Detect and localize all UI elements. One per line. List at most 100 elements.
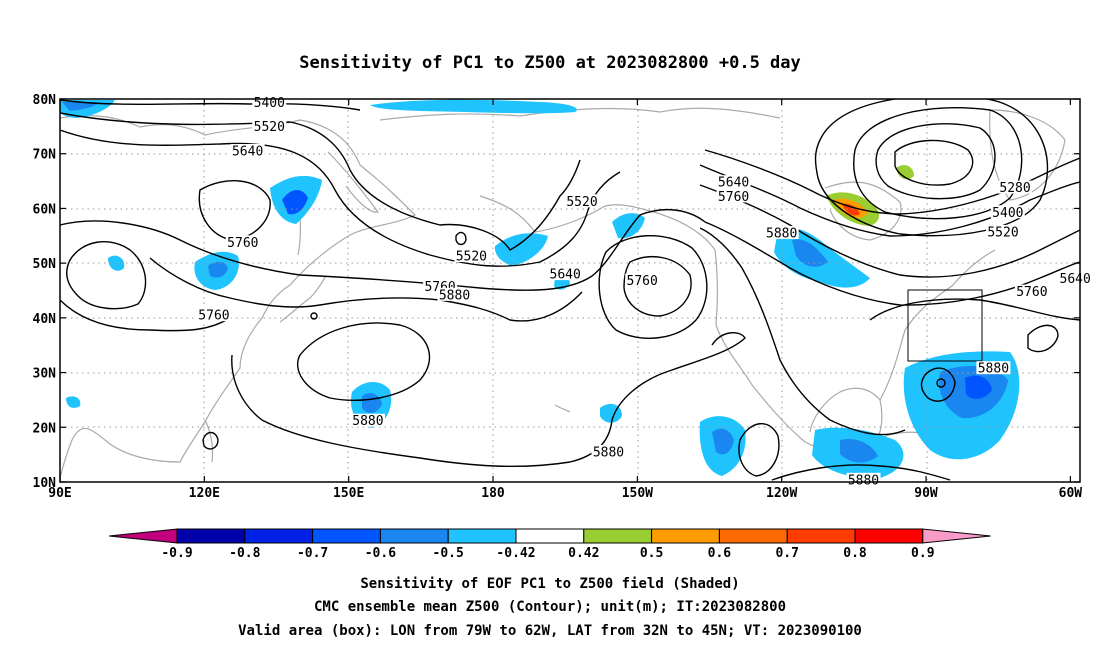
contour-5880-east (611, 332, 746, 421)
contour-label-text: 5880 (978, 362, 1009, 377)
caption-line-3: Valid area (box): LON from 79W to 62W, L… (238, 623, 862, 639)
colorbar-label: 0.9 (911, 546, 934, 561)
contour-label-text: 5880 (439, 288, 470, 303)
contour-label: 5640 (548, 267, 583, 283)
contour-label: 5760 (625, 273, 660, 289)
contour-label-text: 5520 (987, 225, 1018, 240)
x-tick-label: 180 (481, 486, 505, 501)
shade-pos-labrador-red (842, 203, 860, 216)
graticule (60, 99, 1080, 482)
contour-label: 5520 (986, 224, 1021, 240)
contour-label: 5760 (716, 189, 751, 205)
shade-hudson-core (792, 239, 828, 267)
colorbar-label: 0.7 (775, 546, 798, 561)
colorbar-label: -0.8 (229, 546, 260, 561)
colorbar-swatch (312, 528, 381, 544)
valid-area-box (907, 289, 983, 362)
shade-mexico-core (712, 428, 734, 455)
y-tick-label: 40N (33, 312, 57, 327)
contour-label: 5280 (998, 180, 1033, 196)
contour-5640-west (60, 129, 621, 267)
x-tick-label: 150W (622, 486, 653, 501)
contour-label: 5760 (225, 235, 260, 251)
contour-5880-caribbean (771, 464, 951, 481)
contour-bahamas-inner (936, 378, 946, 388)
colorbar-swatch (379, 528, 449, 544)
contour-label: 5880 (591, 444, 626, 460)
contour-label: 5760 (1014, 284, 1049, 300)
contour-5880-ridge (699, 227, 906, 436)
contour-5880-east-north (869, 298, 1080, 321)
contour-label: 5520 (252, 119, 287, 135)
x-tick-label: 90E (48, 486, 71, 501)
colorbar-swatch (583, 528, 653, 544)
colorbar-swatch (447, 528, 517, 544)
contour-label: 5640 (716, 175, 751, 191)
contour-label-bg (548, 267, 583, 281)
y-tick-label: 80N (33, 93, 57, 108)
contour-label-bg (986, 224, 1021, 238)
colorbar: -0.9 -0.8 -0.7 -0.6 -0.5 -0.42 0.42 0.5 0.6 0.7 0.… (109, 528, 991, 561)
contour-label: 5400 (252, 95, 287, 111)
colorbar-label: 0.42 (568, 546, 599, 561)
axis-ticks: 90E 120E 150E 180 150W 120W 90W 60W 80N 70N 60N 50N… (33, 93, 1083, 501)
contour-south-loop (66, 241, 147, 310)
shade-arctic-central (370, 99, 577, 114)
colorbar-swatch (786, 528, 856, 544)
contour-5400-east (704, 149, 1080, 215)
contour-label-bg (196, 308, 231, 322)
contour-label-text: 5640 (718, 176, 749, 191)
contour-label: 5520 (565, 194, 600, 210)
chart-title: Sensitivity of PC1 to Z500 at 2023082800… (299, 53, 801, 73)
contour-label: 5760 (196, 308, 231, 324)
contour-label-bg (350, 413, 385, 427)
contour-label-bg (230, 143, 265, 157)
contour-label-text: 5640 (1060, 272, 1091, 287)
contour-label-text: 5760 (627, 274, 658, 289)
contour-5640-east (699, 184, 1080, 278)
contour-label-text: 5760 (718, 190, 749, 205)
contour-label-text: 5640 (232, 144, 263, 159)
map-frame (59, 98, 1081, 483)
contour-label-bg (976, 361, 1011, 375)
contour-label: 5520 (454, 249, 489, 265)
contour-label-bg (437, 287, 472, 301)
contour-nepac-low (623, 256, 692, 317)
colorbar-label: -0.42 (496, 546, 535, 561)
coastline-alaska (479, 195, 716, 251)
coastline-hawaii (554, 404, 571, 413)
colorbar-swatch (718, 528, 788, 544)
contour-label-bg (716, 189, 751, 203)
contour-label: 5640 (230, 143, 265, 159)
colorbar-label: -0.7 (297, 546, 328, 561)
contour-5400 (60, 99, 361, 111)
shade-bering (494, 233, 548, 266)
contour-label-text: 5280 (999, 181, 1030, 196)
shade-kamchatka-core (282, 189, 308, 215)
contour-bering-small (455, 231, 467, 246)
map-panel: 5400552056405760576055205520564057605880… (33, 93, 1093, 501)
contour-label-text: 5760 (198, 309, 229, 324)
z500-contours (60, 99, 1080, 481)
y-tick-label: 30N (33, 367, 57, 382)
coastline-japan (279, 275, 327, 323)
contour-label-text: 5520 (566, 195, 597, 210)
contour-label: 5880 (350, 413, 385, 429)
contour-label-text: 5880 (848, 473, 879, 488)
x-tick-label: 120E (189, 486, 220, 501)
shade-gulf-mexico-core (840, 438, 878, 463)
colorbar-swatch (651, 528, 720, 544)
coastline-kamchatka (327, 151, 380, 213)
contour-5760-east (704, 221, 1080, 306)
x-tick-label: 60W (1059, 486, 1083, 501)
coastline-sakhalin (297, 217, 301, 256)
contour-scs-small (202, 431, 219, 450)
contour-label-bg (591, 444, 626, 458)
contour-5760-south (60, 299, 231, 332)
contour-5520-east (699, 164, 1080, 237)
colorbar-label: 0.5 (640, 546, 663, 561)
colorbar-label: -0.6 (365, 546, 396, 561)
shade-pos-north (896, 165, 914, 180)
y-tick-label: 10N (33, 476, 57, 491)
